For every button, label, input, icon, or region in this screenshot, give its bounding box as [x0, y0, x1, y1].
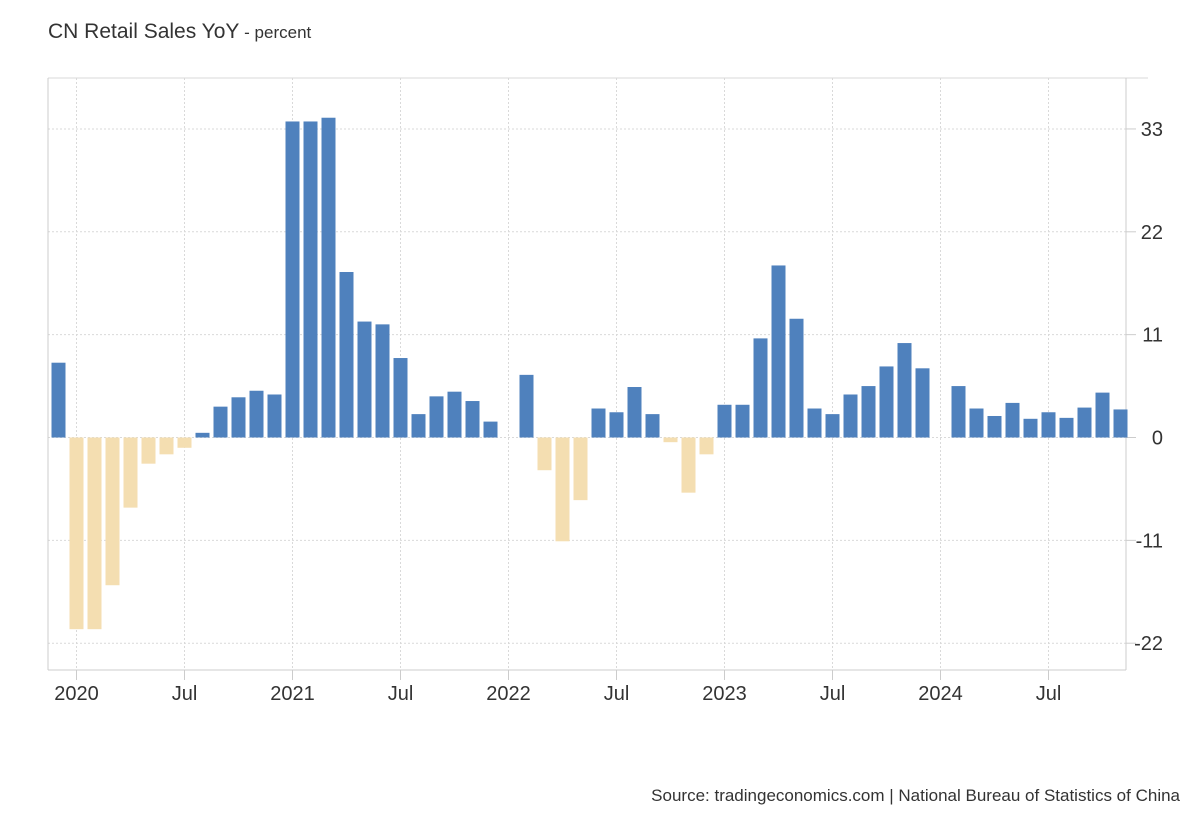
bar-2023-09: [861, 386, 876, 438]
bar-2020-07: [177, 437, 192, 448]
bar-2022-10: [663, 437, 678, 443]
bar-2024-06: [1023, 418, 1038, 438]
y-tick-label: 11: [1142, 325, 1163, 347]
bar-2022-07: [609, 412, 624, 438]
bar-2021-05: [357, 321, 372, 438]
bar-2020-11: [249, 390, 264, 438]
bar-2021-08: [411, 414, 426, 438]
bar-2021-04: [339, 272, 354, 438]
bar-2020-10: [231, 397, 246, 438]
bar-2022-09: [645, 414, 660, 438]
bar-2024-10: [1095, 392, 1110, 438]
bar-2022-12: [699, 437, 714, 455]
bar-2022-02: [519, 374, 534, 438]
bar-2021-12: [483, 421, 498, 438]
y-tick-label: 0: [1152, 428, 1163, 450]
x-tick-label: 2023: [702, 683, 747, 705]
bar-2020-05: [141, 437, 156, 464]
bar-2022-11: [681, 437, 696, 493]
bar-2020-03: [105, 437, 120, 586]
bar-2020-02: [87, 437, 102, 630]
bar-2020-09: [213, 406, 228, 438]
bar-2023-05: [789, 318, 804, 438]
y-tick-label: 33: [1141, 119, 1163, 141]
bar-2020-08: [195, 432, 210, 438]
bar-2024-11: [1113, 409, 1128, 438]
bar-2023-04: [771, 265, 786, 438]
x-tick-label: 2020: [54, 683, 99, 705]
bar-2021-11: [465, 401, 480, 438]
x-tick-label: Jul: [1036, 683, 1062, 705]
bar-2022-06: [591, 408, 606, 438]
bar-2020-12: [267, 394, 282, 438]
bar-2023-07: [825, 414, 840, 438]
bar-2023-01: [717, 404, 732, 438]
bar-2022-03: [537, 437, 552, 471]
source-caption: Source: tradingeconomics.com | National …: [651, 786, 1180, 805]
x-tick-label: Jul: [604, 683, 630, 705]
bar-2024-05: [1005, 402, 1020, 438]
bar-chart: 33 22 11 0 -11 -22 2020 Jul 2021 Jul 2022 Jul 2023 Ju…: [47, 77, 1163, 705]
x-tick-label: Jul: [172, 683, 198, 705]
y-tick-label: -22: [1134, 633, 1163, 655]
bar-2020-01: [69, 437, 84, 630]
bar-2024-04: [987, 415, 1002, 438]
y-tick-label: -11: [1136, 530, 1163, 552]
chart-title: CN Retail Sales YoY - percent: [48, 20, 311, 44]
bar-2021-06: [375, 324, 390, 438]
chart-title-text: CN Retail Sales YoY: [48, 20, 240, 43]
bar-2024-09: [1077, 407, 1092, 438]
bar-2021-09: [429, 396, 444, 438]
bar-2023-08: [843, 394, 858, 438]
bar-2024-08: [1059, 417, 1074, 438]
bar-2023-02: [735, 404, 750, 438]
bar-2021-10: [447, 391, 462, 438]
chart-unit-text: - percent: [239, 23, 312, 42]
bar-2022-04: [555, 437, 570, 542]
bar-2023-06: [807, 408, 822, 438]
x-tick-label: 2021: [270, 683, 315, 705]
bar-2020-06: [159, 437, 174, 455]
bar-2021-07: [393, 358, 408, 438]
bar-2021-01: [285, 121, 300, 438]
bar-2023-10: [879, 366, 894, 438]
x-tick-label: Jul: [820, 683, 846, 705]
bar-2021-03: [321, 117, 336, 438]
bar-2022-08: [627, 387, 642, 438]
bar-2023-03: [753, 338, 768, 438]
bar-2024-02: [951, 386, 966, 438]
bar-2023-11: [897, 343, 912, 438]
x-tick-label: 2024: [918, 683, 963, 705]
bar-2024-07: [1041, 412, 1056, 438]
bar-2019-12: [51, 362, 66, 438]
y-tick-label: 22: [1141, 222, 1163, 244]
bar-2024-03: [969, 408, 984, 438]
x-tick-label: Jul: [388, 683, 414, 705]
bar-2021-02: [303, 121, 318, 438]
bar-2023-12: [915, 368, 930, 438]
bar-2020-04: [123, 437, 138, 508]
x-tick-label: 2022: [486, 683, 531, 705]
bar-2022-05: [573, 437, 588, 501]
